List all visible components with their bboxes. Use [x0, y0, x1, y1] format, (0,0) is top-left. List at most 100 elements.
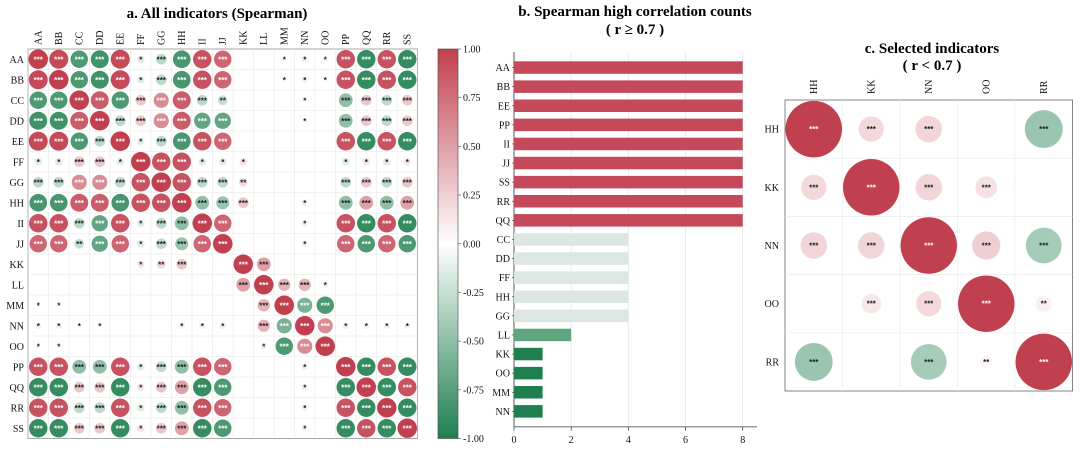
panel-a-cell-significance: *** [95, 383, 105, 392]
panel-a-cell-circle [214, 112, 231, 129]
panel-a-cell-circle [94, 422, 106, 434]
panel-a-cell-circle [155, 238, 167, 250]
panel-a-cell-significance: *** [136, 178, 146, 187]
panel-c-cell-circle [861, 293, 882, 314]
panel-a-row-label: II [17, 219, 24, 230]
panel-a-cell-significance: *** [198, 178, 208, 187]
panel-a-cell-circle [381, 176, 393, 188]
panel-a-cell-circle [198, 157, 207, 166]
panel-a-cell-significance: *** [198, 219, 208, 228]
panel-a-cell-circle [382, 157, 391, 166]
panel-a-cell-significance: *** [177, 383, 187, 392]
panel-a-cell-circle [213, 234, 233, 254]
panel-a-col-label: AA [33, 30, 44, 45]
panel-a-cell-significance: *** [157, 178, 167, 187]
panel-b-xtick-label: 6 [683, 435, 688, 446]
panel-a-cell-circle [194, 112, 211, 129]
panel-a-cell-circle [29, 91, 47, 109]
panel-a-cell-circle [111, 91, 129, 109]
panel-a-cell-circle [29, 111, 48, 130]
panel-a-cell-circle [111, 357, 130, 376]
panel-a-cell-circle [377, 214, 396, 233]
panel-a-cell-significance: *** [34, 424, 44, 433]
panel-a-col-label: JJ [218, 37, 229, 45]
panel-a-cell-circle [136, 260, 145, 269]
panel-a-cell-significance: *** [218, 363, 228, 372]
panel-b-category-label: LL [498, 330, 510, 341]
panel-b-category-label: NN [496, 407, 510, 418]
panel-a-cell-circle [90, 70, 109, 89]
panel-a-cell-circle [136, 239, 145, 248]
panel-a-cell-circle [238, 177, 248, 187]
panel-a-cell-circle [357, 214, 376, 233]
panel-a-row-label: HH [10, 198, 24, 209]
panel-a-col-label: SS [402, 34, 413, 45]
panel-a-cell-circle [315, 336, 335, 356]
panel-a-cell-significance: *** [403, 55, 413, 64]
panel-a-cell-significance: *** [341, 96, 351, 105]
panel-a-cell-circle [214, 71, 232, 89]
panel-a-cell-significance: *** [259, 322, 269, 331]
panel-a-cell-circle [301, 363, 308, 370]
panel-a-cell-significance: *** [116, 55, 126, 64]
panel-a-cell-circle [155, 217, 167, 229]
panel-a-cell-circle [49, 398, 68, 417]
panel-a-cell-significance: * [283, 55, 287, 64]
panel-a-cell-significance: *** [116, 199, 126, 208]
panel-a-cell-significance: *** [382, 117, 392, 126]
panel-a-cell-circle [172, 111, 191, 130]
panel-a-cell-significance: *** [382, 199, 392, 208]
panel-a-cell-significance: * [201, 158, 205, 167]
colorbar-tick-label: -0.75 [463, 385, 484, 396]
panel-a-cell-circle [337, 235, 355, 253]
panel-c-cell-significance: *** [924, 242, 934, 251]
panel-a-cell-significance: *** [54, 137, 64, 146]
panel-c-row-label: NN [765, 241, 779, 252]
panel-a-cell-circle [90, 50, 109, 69]
panel-a-cell-circle [70, 193, 89, 212]
panel-a-cell-significance: *** [321, 301, 331, 310]
panel-a-cell-circle [357, 132, 376, 151]
panel-a-cell-circle [49, 131, 69, 151]
panel-a-cell-significance: *** [177, 117, 187, 126]
panel-a-cell-significance: * [201, 322, 205, 331]
panel-a-cell-circle [49, 419, 68, 438]
panel-a-cell-circle [302, 98, 307, 103]
panel-b-bar [514, 175, 743, 189]
panel-a-cell-circle [70, 71, 88, 89]
panel-a-cell-significance: *** [54, 178, 64, 187]
panel-a-cell-circle [377, 419, 396, 438]
panel-a-cell-significance: *** [403, 117, 413, 126]
panel-a-cell-significance: *** [300, 322, 310, 331]
panel-a-col-label: CC [74, 31, 85, 45]
panel-a-cell-significance: *** [157, 76, 167, 85]
panel-a-cell-significance: *** [75, 199, 85, 208]
panel-a-cell-significance: *** [34, 178, 44, 187]
panel-a-cell-circle [301, 199, 308, 206]
panel-a-cell-circle [91, 215, 108, 232]
panel-a-cell-significance: *** [95, 219, 105, 228]
panel-a-cell-significance: *** [239, 199, 249, 208]
panel-a-cell-circle [336, 398, 355, 417]
panel-a-cell-circle [193, 357, 212, 376]
panel-a-cell-circle [218, 157, 227, 166]
panel-a-cell-circle [70, 132, 88, 150]
panel-a-cell-circle [111, 378, 130, 397]
panel-b-bar [514, 252, 629, 265]
panel-a-cell-circle [257, 299, 270, 312]
panel-a-row-label: OO [10, 342, 24, 353]
panel-a-cell-significance: *** [136, 96, 146, 105]
panel-c-cell-significance: *** [809, 242, 819, 251]
panel-c-cell-significance: *** [809, 358, 819, 367]
panel-a-cell-significance: *** [218, 199, 228, 208]
panel-a-cell-significance: *** [177, 260, 187, 269]
panel-a-cell-significance: * [57, 301, 61, 310]
panel-a-cell-circle [217, 95, 228, 106]
panel-b-bar [514, 137, 743, 151]
panel-a-cell-circle [36, 344, 41, 349]
panel-c-cell-significance: *** [1039, 358, 1049, 367]
panel-a-cell-significance: *** [341, 178, 351, 187]
panel-a-cell-significance: *** [177, 219, 187, 228]
panel-a-cell-significance: *** [198, 383, 208, 392]
panel-a-cell-significance: * [303, 240, 307, 249]
